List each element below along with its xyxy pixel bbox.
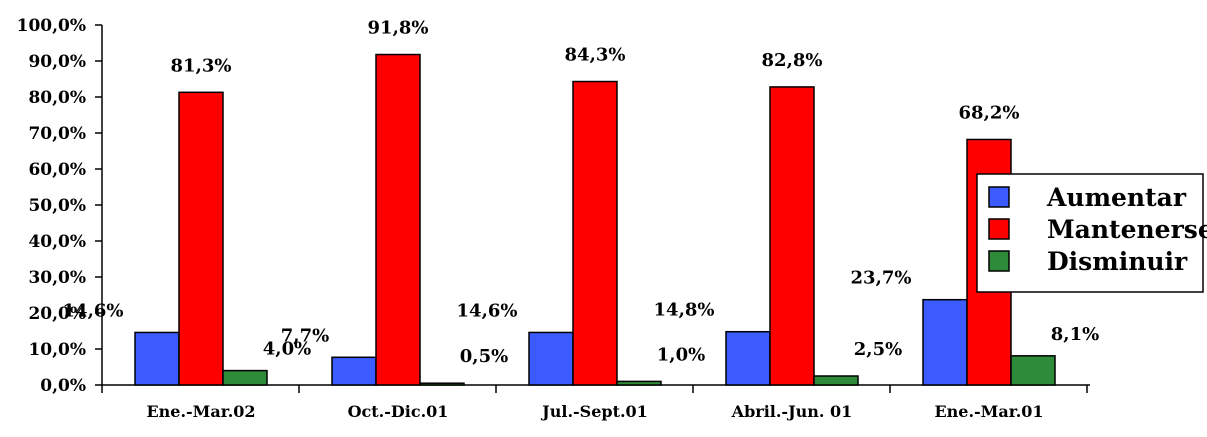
legend-swatch (988, 218, 1010, 240)
legend-label: Disminuir (1047, 247, 1188, 276)
y-tick-label: 60,0% (28, 160, 86, 180)
data-label: 14,6% (63, 300, 124, 321)
bar-disminuir (1010, 355, 1056, 386)
bar-disminuir (222, 369, 268, 386)
y-tick-label: 70,0% (28, 124, 86, 144)
data-label: 68,2% (959, 102, 1020, 123)
y-tick-label: 0,0% (40, 376, 86, 396)
bar-aumentar (331, 356, 377, 386)
bar-mantenerse (769, 86, 815, 386)
x-category-label: Jul.-Sept.01 (540, 402, 648, 421)
data-label: 14,6% (457, 300, 518, 321)
x-category-label: Ene.-Mar.02 (146, 402, 255, 421)
legend-swatch (988, 186, 1010, 208)
legend-swatch (988, 250, 1010, 272)
data-label: 7,7% (281, 325, 329, 346)
y-tick-label: 10,0% (28, 340, 86, 360)
bar-disminuir (616, 380, 662, 386)
y-tick-label: 100,0% (17, 16, 86, 36)
data-label: 14,8% (654, 300, 715, 321)
data-label: 91,8% (368, 18, 429, 39)
y-tick-label: 90,0% (28, 52, 86, 72)
data-label: 81,3% (171, 55, 232, 76)
bar-mantenerse (572, 80, 618, 386)
legend-label: Aumentar (1046, 183, 1187, 212)
bar-aumentar (922, 298, 968, 386)
y-tick-label: 20,0% (28, 304, 86, 324)
y-tick-label: 40,0% (28, 232, 86, 252)
bar-disminuir (813, 375, 859, 386)
data-label: 1,0% (657, 344, 705, 365)
data-label: 2,5% (854, 339, 902, 360)
data-label: 0,5% (460, 346, 508, 367)
data-label: 8,1% (1051, 324, 1099, 345)
y-tick-label: 50,0% (28, 196, 86, 216)
y-tick-label: 30,0% (28, 268, 86, 288)
bar-mantenerse (375, 53, 421, 386)
x-category-label: Oct.-Dic.01 (348, 402, 449, 421)
data-label: 4,0% (263, 339, 311, 360)
bar-aumentar (134, 331, 180, 386)
data-label: 23,7% (851, 268, 912, 289)
legend-box (976, 173, 1204, 293)
y-tick-label: 80,0% (28, 88, 86, 108)
bar-mantenerse (178, 91, 224, 386)
data-label: 84,3% (565, 45, 626, 66)
bar-disminuir (419, 382, 465, 386)
x-category-label: Abril.-Jun. 01 (731, 402, 853, 421)
bar-aumentar (725, 330, 771, 386)
x-category-label: Ene.-Mar.01 (934, 402, 1043, 421)
bar-aumentar (528, 331, 574, 386)
legend-label: Mantenerse (1047, 215, 1207, 244)
data-label: 82,8% (762, 50, 823, 71)
